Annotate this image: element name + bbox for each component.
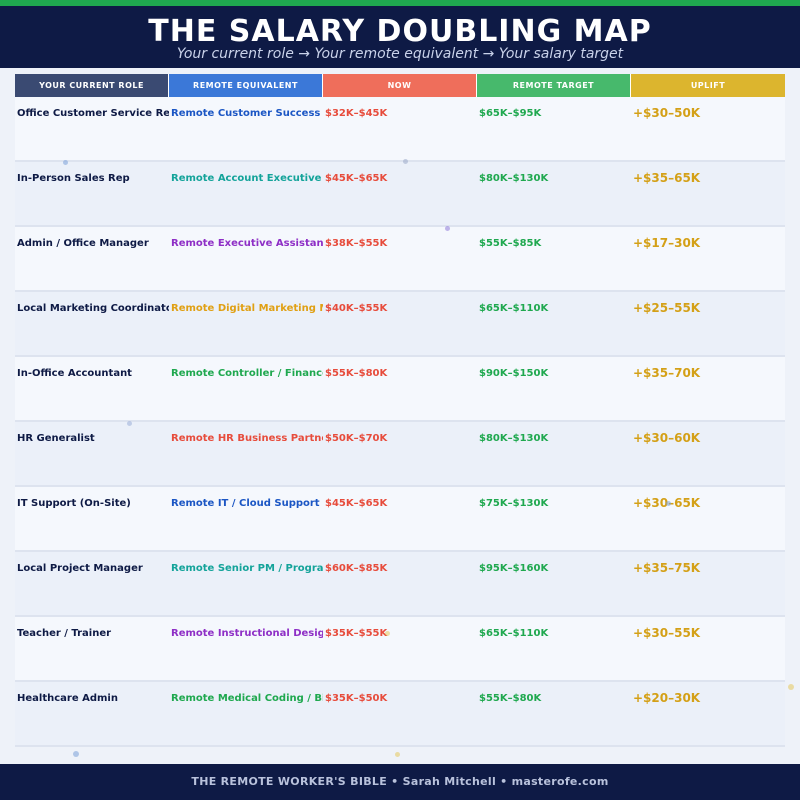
remote-target-cell: $55K–$85K: [479, 238, 542, 249]
current-role-cell: HR Generalist: [17, 433, 95, 444]
remote-equivalent-cell: Remote Account Executive / SDR: [171, 173, 323, 184]
decorative-dot: [445, 226, 450, 231]
decorative-dot: [403, 159, 408, 164]
current-role-cell: IT Support (On-Site): [17, 498, 131, 509]
remote-target-cell: $65K–$110K: [479, 303, 549, 314]
uplift-cell: +$30–55K: [633, 626, 701, 640]
uplift-cell: +$17–30K: [633, 236, 701, 250]
decorative-dot: [73, 751, 79, 757]
uplift-cell: +$30–60K: [633, 431, 701, 445]
now-salary-cell: $32K–$45K: [325, 108, 388, 119]
decorative-dot: [127, 421, 132, 426]
current-role-cell: Teacher / Trainer: [17, 628, 112, 639]
current-role-cell: Local Marketing Coordinator: [17, 303, 169, 314]
remote-target-cell: $65K–$110K: [479, 628, 549, 639]
remote-equivalent-cell: Remote Senior PM / Program Manager: [171, 563, 323, 574]
table-row: Office Customer Service Rep Remote Custo…: [15, 97, 785, 162]
remote-target-cell: $65K–$95K: [479, 108, 542, 119]
now-salary-cell: $60K–$85K: [325, 563, 388, 574]
header-banner: THE SALARY DOUBLING MAP Your current rol…: [0, 6, 800, 68]
current-role-cell: Admin / Office Manager: [17, 238, 149, 249]
remote-equivalent-cell: Remote Digital Marketing Manager: [171, 303, 323, 314]
uplift-cell: +$30–65K: [631, 487, 785, 550]
decorative-dot: [666, 501, 671, 506]
salary-table-body: Office Customer Service Rep Remote Custo…: [15, 97, 785, 747]
table-header-row: YOUR CURRENT ROLE REMOTE EQUIVALENT NOW …: [15, 74, 785, 97]
decorative-dot: [788, 684, 794, 690]
remote-target-cell: $80K–$130K: [479, 173, 549, 184]
decorative-dot: [385, 631, 390, 636]
table-row: IT Support (On-Site) Remote IT / Cloud S…: [15, 487, 785, 552]
top-accent-stripe: [0, 0, 800, 6]
remote-target-cell: $55K–$80K: [479, 693, 542, 704]
remote-target-cell: $95K–$160K: [479, 563, 549, 574]
now-salary-cell: $45K–$65K: [325, 498, 388, 509]
current-role-cell: In-Office Accountant: [17, 368, 132, 379]
now-salary-cell: $38K–$55K: [325, 238, 388, 249]
page-subtitle: Your current role → Your remote equivale…: [176, 46, 624, 62]
uplift-cell: +$35–65K: [633, 171, 701, 185]
remote-equivalent-cell: Remote Instructional Designer: [171, 628, 323, 639]
column-header-now: NOW: [323, 74, 477, 97]
remote-equivalent-cell: Remote Executive Assistant: [171, 238, 323, 249]
now-salary-cell: $50K–$70K: [325, 433, 388, 444]
column-header-current-role: YOUR CURRENT ROLE: [15, 74, 169, 97]
table-row: Local Marketing Coordinator Remote Digit…: [15, 292, 785, 357]
column-header-remote-target: REMOTE TARGET: [477, 74, 631, 97]
now-salary-cell: $40K–$55K: [325, 303, 388, 314]
current-role-cell: Office Customer Service Rep: [17, 108, 169, 119]
remote-equivalent-cell: Remote Medical Coding / Billing: [171, 693, 323, 704]
uplift-cell: +$20–30K: [633, 691, 701, 705]
uplift-cell: +$35–70K: [633, 366, 701, 380]
table-row: Admin / Office Manager Remote Executive …: [15, 227, 785, 292]
remote-target-cell: $80K–$130K: [479, 433, 549, 444]
now-salary-cell: $35K–$50K: [325, 693, 388, 704]
remote-equivalent-cell: Remote HR Business Partner: [171, 433, 323, 444]
footer-credit: THE REMOTE WORKER'S BIBLE • Sarah Mitche…: [0, 764, 800, 800]
uplift-cell: +$30–50K: [633, 106, 701, 120]
remote-equivalent-cell: Remote Controller / Finance: [171, 368, 323, 379]
uplift-cell: +$25–55K: [633, 301, 701, 315]
remote-equivalent-cell: Remote Customer Success Manager: [171, 108, 323, 119]
now-salary-cell: $35K–$55K: [325, 628, 388, 639]
table-row: In-Office Accountant Remote Controller /…: [15, 357, 785, 422]
now-salary-cell: $55K–$80K: [325, 368, 388, 379]
current-role-cell: Local Project Manager: [17, 563, 143, 574]
column-header-remote-equivalent: REMOTE EQUIVALENT: [169, 74, 323, 97]
table-row: Local Project Manager Remote Senior PM /…: [15, 552, 785, 617]
decorative-dot: [395, 752, 400, 757]
remote-target-cell: $90K–$150K: [479, 368, 549, 379]
uplift-cell: +$35–75K: [633, 561, 701, 575]
now-salary-cell: $45K–$65K: [325, 173, 388, 184]
table-row: HR Generalist Remote HR Business Partner…: [15, 422, 785, 487]
decorative-dot: [63, 160, 68, 165]
table-row: Healthcare Admin Remote Medical Coding /…: [15, 682, 785, 747]
remote-target-cell: $75K–$130K: [479, 498, 549, 509]
table-row: In-Person Sales Rep Remote Account Execu…: [15, 162, 785, 227]
table-row: Teacher / Trainer Remote Instructional D…: [15, 617, 785, 682]
current-role-cell: In-Person Sales Rep: [17, 173, 130, 184]
remote-equivalent-cell: Remote IT / Cloud Support Engineer: [171, 498, 323, 509]
page-title: THE SALARY DOUBLING MAP: [148, 14, 652, 49]
column-header-uplift: UPLIFT: [631, 74, 785, 97]
current-role-cell: Healthcare Admin: [17, 693, 118, 704]
